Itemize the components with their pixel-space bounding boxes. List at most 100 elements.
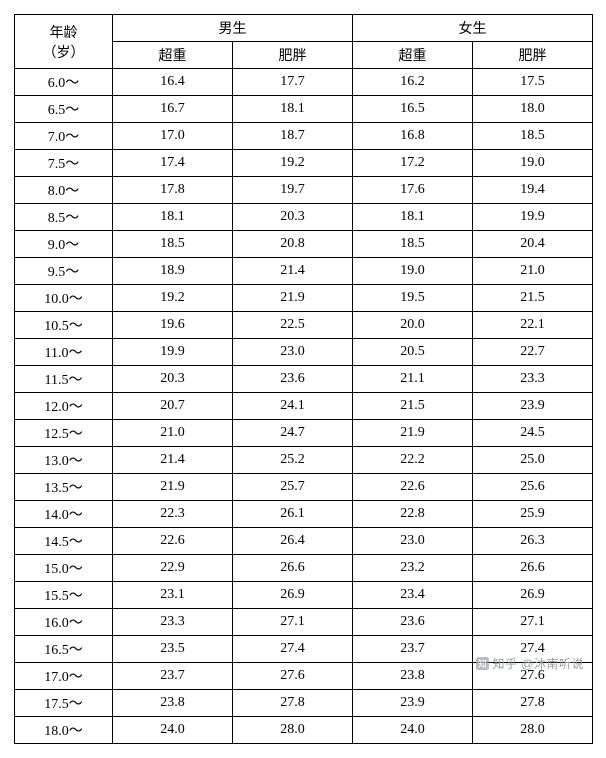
cell-m_ob: 27.4 (233, 636, 353, 663)
cell-m_ow: 18.9 (113, 258, 233, 285)
cell-m_ow: 23.8 (113, 690, 233, 717)
table-row: 9.0～18.520.818.520.4 (15, 231, 593, 258)
cell-f_ob: 18.5 (473, 123, 593, 150)
cell-f_ow: 22.6 (353, 474, 473, 501)
cell-f_ob: 22.7 (473, 339, 593, 366)
cell-f_ob: 19.4 (473, 177, 593, 204)
age-header-line1: 年龄 (15, 22, 112, 42)
cell-m_ow: 17.0 (113, 123, 233, 150)
male-obese-header: 肥胖 (233, 42, 353, 69)
cell-f_ow: 16.2 (353, 69, 473, 96)
cell-m_ow: 21.9 (113, 474, 233, 501)
cell-f_ow: 21.1 (353, 366, 473, 393)
cell-age: 12.0～ (15, 393, 113, 420)
cell-m_ow: 19.2 (113, 285, 233, 312)
table-row: 18.0～24.028.024.028.0 (15, 717, 593, 744)
cell-f_ow: 19.0 (353, 258, 473, 285)
cell-m_ow: 21.0 (113, 420, 233, 447)
cell-f_ow: 23.2 (353, 555, 473, 582)
table-row: 16.0～23.327.123.627.1 (15, 609, 593, 636)
cell-m_ow: 17.8 (113, 177, 233, 204)
cell-age: 10.0～ (15, 285, 113, 312)
cell-f_ob: 21.0 (473, 258, 593, 285)
cell-f_ob: 23.9 (473, 393, 593, 420)
cell-f_ow: 20.5 (353, 339, 473, 366)
cell-f_ow: 23.6 (353, 609, 473, 636)
cell-age: 16.0～ (15, 609, 113, 636)
cell-age: 17.5～ (15, 690, 113, 717)
cell-f_ob: 26.3 (473, 528, 593, 555)
table-row: 14.5～22.626.423.026.3 (15, 528, 593, 555)
cell-m_ob: 28.0 (233, 717, 353, 744)
table-row: 9.5～18.921.419.021.0 (15, 258, 593, 285)
table-row: 12.0～20.724.121.523.9 (15, 393, 593, 420)
cell-f_ob: 27.1 (473, 609, 593, 636)
cell-m_ob: 26.4 (233, 528, 353, 555)
cell-m_ob: 21.9 (233, 285, 353, 312)
cell-m_ob: 18.1 (233, 96, 353, 123)
cell-age: 7.0～ (15, 123, 113, 150)
cell-f_ow: 18.1 (353, 204, 473, 231)
cell-age: 13.0～ (15, 447, 113, 474)
cell-age: 6.0～ (15, 69, 113, 96)
cell-age: 18.0～ (15, 717, 113, 744)
cell-f_ob: 27.6 (473, 663, 593, 690)
cell-f_ow: 18.5 (353, 231, 473, 258)
cell-age: 9.5～ (15, 258, 113, 285)
cell-f_ob: 24.5 (473, 420, 593, 447)
cell-m_ow: 19.6 (113, 312, 233, 339)
cell-m_ow: 18.5 (113, 231, 233, 258)
female-overweight-header: 超重 (353, 42, 473, 69)
cell-f_ob: 17.5 (473, 69, 593, 96)
cell-f_ob: 23.3 (473, 366, 593, 393)
cell-m_ob: 26.9 (233, 582, 353, 609)
table-row: 12.5～21.024.721.924.5 (15, 420, 593, 447)
cell-m_ob: 27.1 (233, 609, 353, 636)
cell-m_ow: 16.7 (113, 96, 233, 123)
cell-age: 7.5～ (15, 150, 113, 177)
cell-f_ob: 26.6 (473, 555, 593, 582)
cell-f_ob: 25.6 (473, 474, 593, 501)
cell-m_ob: 26.6 (233, 555, 353, 582)
cell-f_ow: 24.0 (353, 717, 473, 744)
cell-m_ow: 21.4 (113, 447, 233, 474)
cell-age: 6.5～ (15, 96, 113, 123)
cell-m_ow: 23.3 (113, 609, 233, 636)
cell-m_ob: 22.5 (233, 312, 353, 339)
cell-f_ow: 23.7 (353, 636, 473, 663)
cell-m_ow: 22.6 (113, 528, 233, 555)
cell-f_ow: 23.4 (353, 582, 473, 609)
cell-f_ob: 25.9 (473, 501, 593, 528)
cell-age: 14.0～ (15, 501, 113, 528)
cell-f_ow: 23.8 (353, 663, 473, 690)
table-row: 11.0～19.923.020.522.7 (15, 339, 593, 366)
table-body: 6.0～16.417.716.217.56.5～16.718.116.518.0… (15, 69, 593, 744)
table-row: 13.0～21.425.222.225.0 (15, 447, 593, 474)
cell-age: 11.0～ (15, 339, 113, 366)
cell-m_ob: 19.7 (233, 177, 353, 204)
cell-f_ow: 22.2 (353, 447, 473, 474)
cell-f_ob: 27.8 (473, 690, 593, 717)
cell-m_ob: 18.7 (233, 123, 353, 150)
cell-m_ob: 25.2 (233, 447, 353, 474)
cell-f_ow: 22.8 (353, 501, 473, 528)
table-row: 10.0～19.221.919.521.5 (15, 285, 593, 312)
cell-f_ob: 28.0 (473, 717, 593, 744)
cell-age: 14.5～ (15, 528, 113, 555)
cell-m_ow: 22.3 (113, 501, 233, 528)
cell-age: 8.0～ (15, 177, 113, 204)
cell-m_ow: 23.1 (113, 582, 233, 609)
cell-m_ob: 19.2 (233, 150, 353, 177)
cell-f_ob: 18.0 (473, 96, 593, 123)
table-row: 15.0～22.926.623.226.6 (15, 555, 593, 582)
cell-f_ow: 23.0 (353, 528, 473, 555)
bmi-table: 年龄 （岁） 男生 女生 超重 肥胖 超重 肥胖 6.0～16.417.716.… (14, 14, 593, 744)
male-header: 男生 (113, 15, 353, 42)
cell-f_ow: 16.8 (353, 123, 473, 150)
cell-m_ob: 24.7 (233, 420, 353, 447)
cell-m_ow: 23.7 (113, 663, 233, 690)
cell-m_ob: 23.6 (233, 366, 353, 393)
table-row: 14.0～22.326.122.825.9 (15, 501, 593, 528)
cell-f_ob: 21.5 (473, 285, 593, 312)
table-row: 16.5～23.527.423.727.4 (15, 636, 593, 663)
